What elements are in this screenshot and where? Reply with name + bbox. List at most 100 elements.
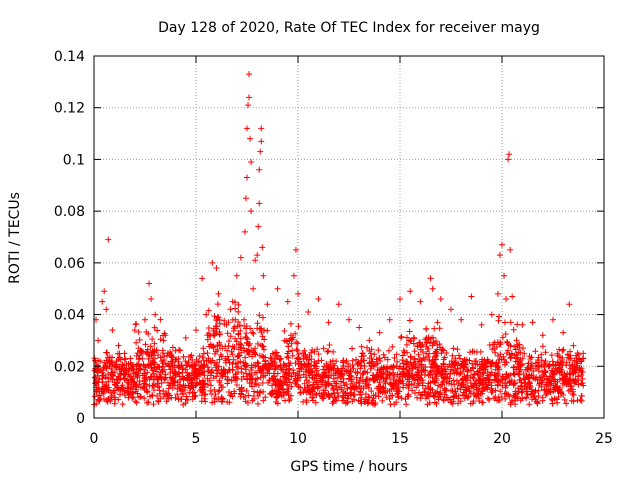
data-point bbox=[394, 358, 401, 365]
data-point bbox=[485, 376, 492, 383]
data-point bbox=[99, 298, 106, 305]
data-point bbox=[259, 333, 266, 340]
data-point bbox=[357, 365, 364, 372]
data-point bbox=[182, 334, 189, 341]
data-point bbox=[313, 379, 320, 386]
data-point bbox=[483, 359, 490, 366]
data-point bbox=[281, 327, 288, 334]
data-point bbox=[99, 367, 106, 374]
data-point bbox=[92, 365, 99, 372]
data-point bbox=[213, 325, 220, 332]
data-point bbox=[275, 392, 282, 399]
data-point bbox=[347, 392, 354, 399]
data-point bbox=[407, 359, 414, 366]
data-point bbox=[301, 361, 308, 368]
data-point bbox=[549, 358, 556, 365]
data-point bbox=[297, 374, 304, 381]
data-point bbox=[424, 401, 431, 408]
data-point bbox=[256, 312, 263, 319]
data-point bbox=[213, 367, 220, 374]
data-point bbox=[432, 353, 439, 360]
data-point bbox=[305, 379, 312, 386]
data-point bbox=[411, 390, 418, 397]
data-point bbox=[440, 377, 447, 384]
data-point bbox=[496, 252, 503, 259]
data-point bbox=[414, 394, 421, 401]
data-point bbox=[403, 401, 410, 408]
x-tick-label: 0 bbox=[90, 431, 99, 447]
data-point bbox=[396, 376, 403, 383]
data-point bbox=[431, 325, 438, 332]
data-point bbox=[105, 396, 112, 403]
data-point bbox=[546, 377, 553, 384]
data-point bbox=[315, 296, 322, 303]
data-point bbox=[560, 329, 567, 336]
axis-ticks: 0 0.02 0.04 0.06 0.08 0.1 0.12 0.14 0 5 10 15 20 25 bbox=[54, 49, 613, 447]
data-point bbox=[447, 387, 454, 394]
data-point bbox=[260, 354, 267, 361]
data-point bbox=[410, 334, 417, 341]
data-point bbox=[486, 341, 493, 348]
data-point bbox=[256, 352, 263, 359]
data-point bbox=[295, 323, 302, 330]
data-point bbox=[244, 340, 251, 347]
data-point bbox=[403, 382, 410, 389]
data-point bbox=[264, 301, 271, 308]
data-point bbox=[165, 390, 172, 397]
data-point bbox=[248, 372, 255, 379]
data-point bbox=[286, 379, 293, 386]
data-point bbox=[428, 363, 435, 370]
data-point bbox=[514, 358, 521, 365]
data-point bbox=[142, 374, 149, 381]
data-point bbox=[279, 386, 286, 393]
data-point bbox=[312, 365, 319, 372]
data-point bbox=[286, 397, 293, 404]
data-point bbox=[108, 393, 115, 399]
data-point bbox=[334, 389, 341, 396]
data-point bbox=[101, 288, 108, 295]
data-point bbox=[133, 399, 140, 406]
data-point bbox=[96, 396, 103, 403]
data-point bbox=[337, 384, 344, 391]
data-point bbox=[213, 265, 220, 272]
data-point bbox=[288, 392, 295, 399]
data-point bbox=[492, 366, 499, 373]
data-point bbox=[364, 400, 371, 407]
data-point bbox=[443, 368, 450, 375]
data-point bbox=[142, 341, 149, 348]
data-point bbox=[146, 382, 153, 389]
data-point bbox=[224, 376, 231, 383]
data-point bbox=[150, 401, 157, 408]
data-point bbox=[419, 392, 426, 399]
data-point bbox=[150, 358, 157, 365]
data-point bbox=[104, 354, 111, 361]
data-point bbox=[550, 388, 557, 395]
data-point bbox=[479, 399, 486, 406]
data-point bbox=[92, 357, 99, 364]
data-point bbox=[169, 344, 176, 351]
data-point bbox=[515, 371, 522, 378]
data-point bbox=[179, 369, 186, 376]
data-point bbox=[337, 378, 344, 385]
data-point bbox=[303, 399, 310, 406]
data-point bbox=[548, 352, 555, 359]
data-point bbox=[446, 380, 453, 387]
data-point bbox=[570, 342, 577, 349]
data-point bbox=[461, 373, 468, 380]
data-point bbox=[325, 393, 332, 400]
data-point bbox=[555, 352, 562, 359]
data-point bbox=[150, 387, 157, 394]
data-point bbox=[520, 375, 527, 382]
data-point bbox=[102, 374, 109, 381]
data-point bbox=[385, 347, 392, 354]
data-point bbox=[539, 394, 546, 401]
data-point bbox=[518, 361, 525, 368]
data-point bbox=[532, 387, 539, 394]
data-point bbox=[242, 195, 249, 202]
data-point bbox=[137, 393, 144, 400]
data-point bbox=[470, 398, 477, 405]
data-point bbox=[355, 359, 362, 366]
data-point bbox=[441, 387, 448, 394]
y-tick-label: 0.12 bbox=[54, 101, 85, 117]
data-point bbox=[482, 360, 489, 367]
